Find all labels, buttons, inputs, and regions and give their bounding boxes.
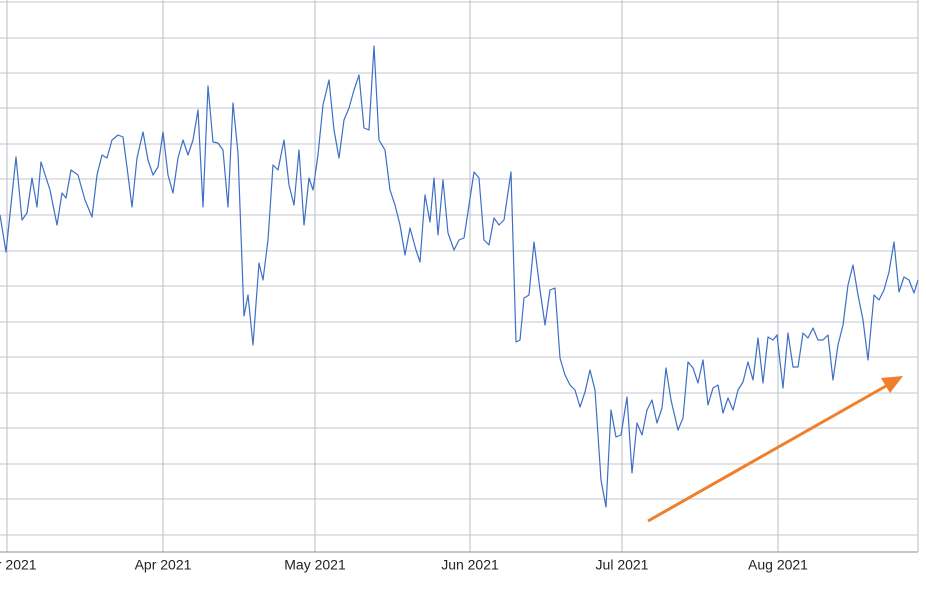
trend-arrow <box>647 384 887 523</box>
arrow-head <box>881 376 903 393</box>
data-line <box>0 45 919 508</box>
x-tick-label: Aug 2021 <box>748 557 808 573</box>
x-tick-label: May 2021 <box>284 557 346 573</box>
x-tick-label: Jun 2021 <box>441 557 499 573</box>
x-tick-label: Mar 2021 <box>0 557 37 573</box>
x-tick-label: Apr 2021 <box>135 557 192 573</box>
x-tick-label: Jul 2021 <box>596 557 649 573</box>
